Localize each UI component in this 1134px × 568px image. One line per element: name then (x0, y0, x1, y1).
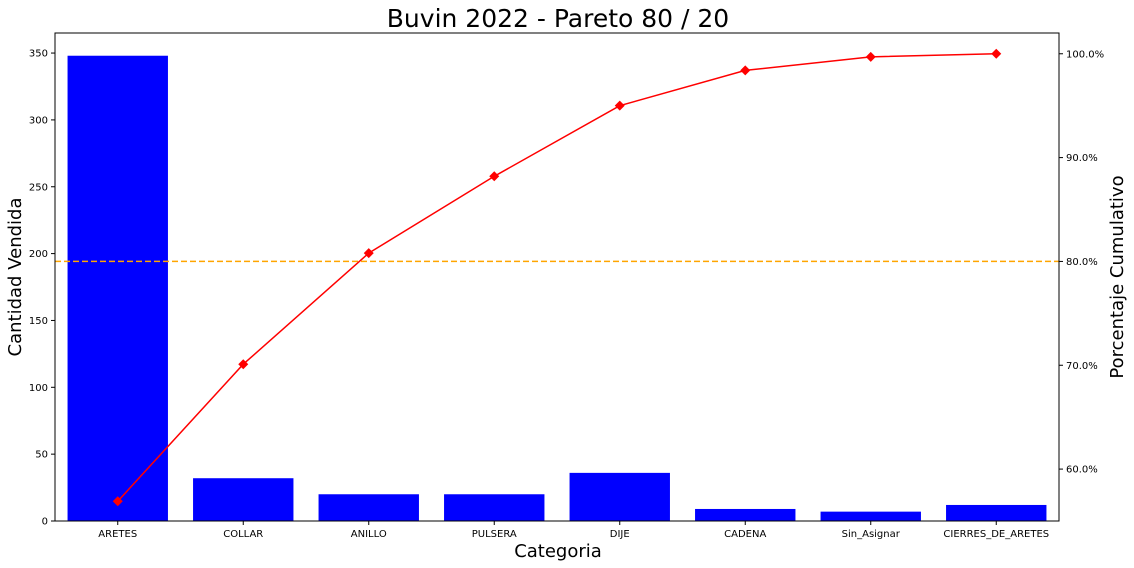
y2-tick-label: 60.0% (1066, 465, 1098, 476)
left-axis-ticks: 0 50 100 150 200 250 300 350 (29, 49, 55, 528)
x-tick-label: CIERRES_DE_ARETES (943, 529, 1049, 540)
y2-axis-title: Porcentaje Cumulativo (1107, 175, 1128, 378)
x-tick-label: CADENA (724, 529, 766, 540)
bar (318, 494, 419, 521)
cumulative-point (614, 100, 625, 111)
cumulative-line (117, 53, 997, 502)
chart-title: Buvin 2022 - Pareto 80 / 20 (387, 4, 729, 33)
x-axis-title: Categoria (514, 541, 602, 562)
bar-series (67, 55, 1047, 522)
bar (444, 494, 545, 521)
cumulative-point (112, 496, 123, 507)
x-tick-label: DIJE (610, 529, 630, 540)
y2-tick-label: 90.0% (1066, 153, 1098, 164)
bar (569, 472, 670, 521)
cumulative-point (363, 248, 374, 259)
bar (193, 478, 294, 521)
cumulative-point (489, 171, 500, 182)
cumulative-line-series (112, 48, 1002, 507)
right-axis-ticks: 60.0% 70.0% 80.0% 90.0% 100.0% (1059, 49, 1104, 476)
y-axis-title: Cantidad Vendida (5, 198, 26, 357)
cumulative-point (740, 65, 751, 76)
y-tick-label: 50 (35, 450, 48, 461)
x-tick-label: ANILLO (351, 529, 387, 540)
y-tick-label: 250 (29, 182, 48, 193)
y-tick-label: 150 (29, 316, 48, 327)
cumulative-point (865, 51, 876, 62)
bar (695, 508, 796, 521)
x-axis-ticks: ARETES COLLAR ANILLO PULSERA DIJE CADENA Sin_A… (98, 521, 1049, 540)
cumulative-point (991, 48, 1002, 59)
y2-tick-label: 80.0% (1066, 257, 1098, 268)
y2-tick-label: 70.0% (1066, 361, 1098, 372)
x-tick-label: PULSERA (472, 529, 517, 540)
x-tick-label: ARETES (98, 529, 137, 540)
y2-tick-label: 100.0% (1066, 49, 1104, 60)
x-tick-label: COLLAR (223, 529, 263, 540)
x-tick-label: Sin_Asignar (842, 529, 901, 540)
bar (67, 55, 168, 522)
y-tick-label: 200 (29, 249, 48, 260)
y-tick-label: 300 (29, 115, 48, 126)
bar (820, 511, 921, 521)
plot-frame (54, 32, 1060, 522)
y-tick-label: 0 (42, 517, 48, 528)
cumulative-point (238, 359, 249, 370)
y-tick-label: 350 (29, 49, 48, 60)
y-tick-label: 100 (29, 383, 48, 394)
bar (946, 504, 1047, 521)
